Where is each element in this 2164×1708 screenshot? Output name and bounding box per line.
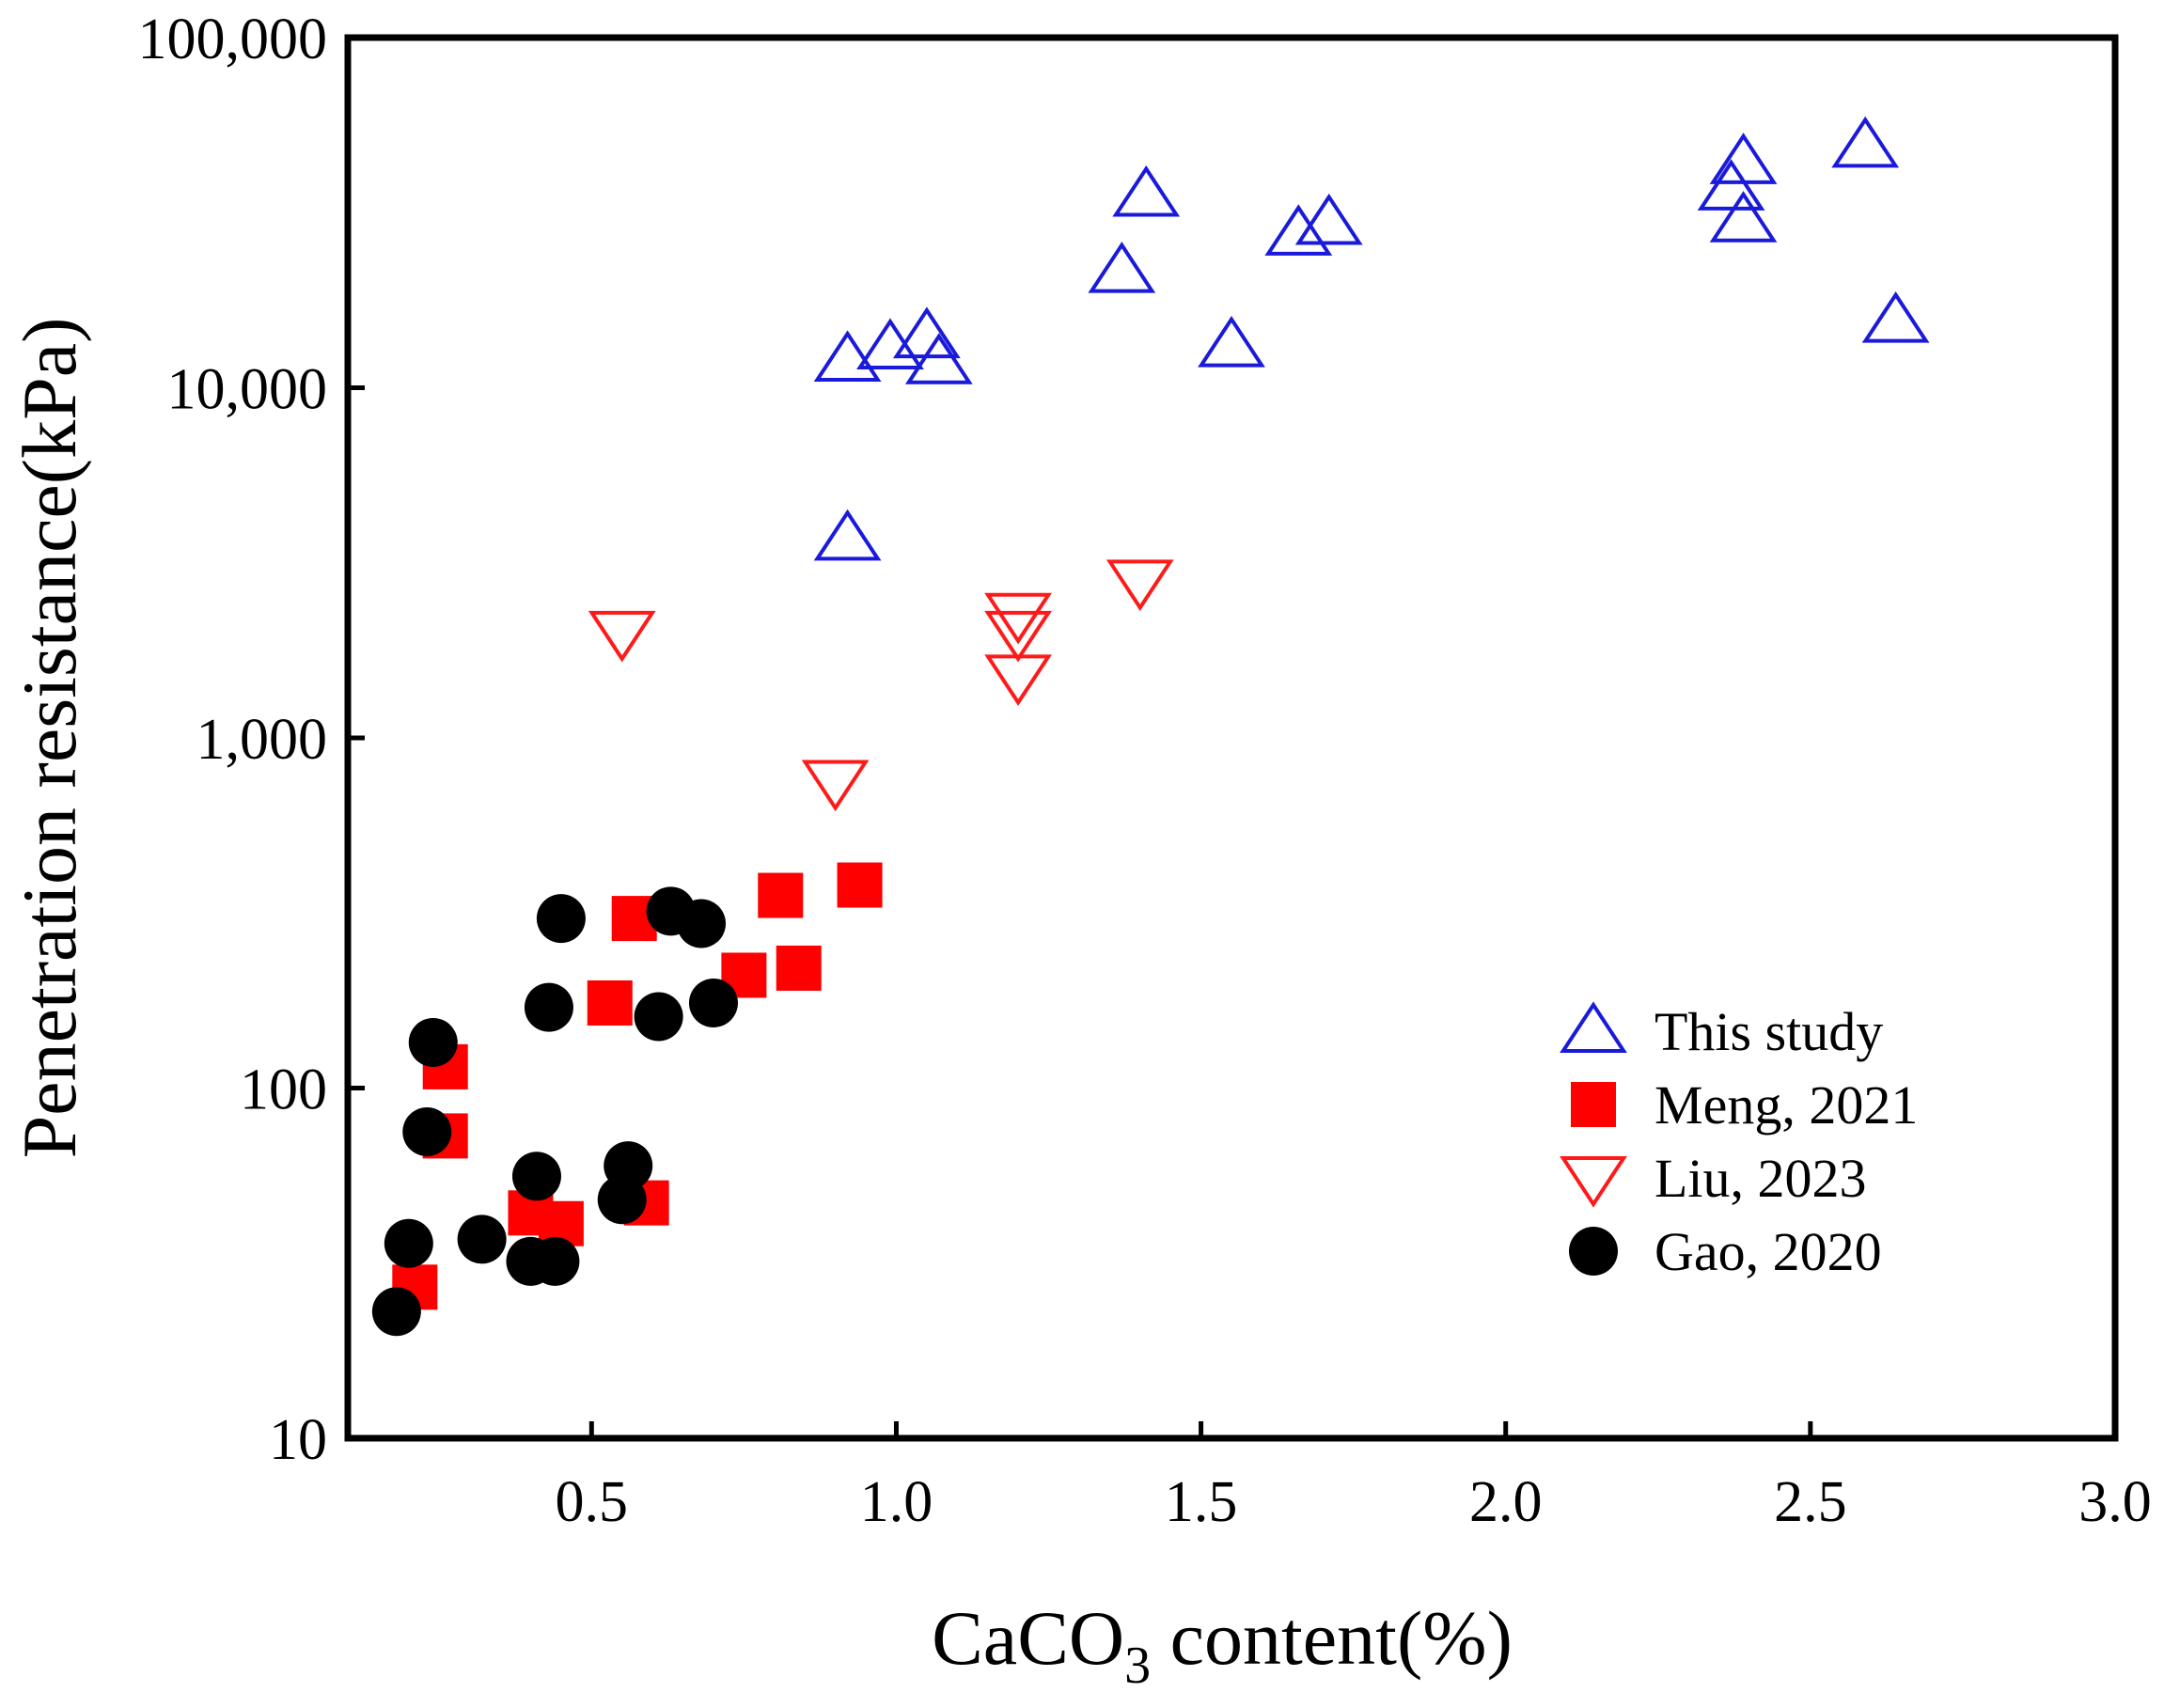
y-tick-label: 10 [269,1408,327,1472]
data-point [801,760,870,812]
data-point [776,945,822,991]
data-point [1106,559,1174,612]
data-point [384,1218,433,1268]
data-point [1112,165,1181,217]
data-point [758,872,804,918]
legend-label: Liu, 2023 [1654,1148,1867,1209]
data-point [457,1214,507,1264]
data-point [587,979,633,1026]
y-tick-label: 100,000 [138,8,328,71]
legend: This study Meng, 2021 Liu, 2023 Gao, 2020 [1560,1001,1918,1282]
legend-marker [1571,1082,1616,1127]
data-point [1088,242,1156,293]
data-point [1697,159,1765,211]
data-point [856,318,924,370]
plot-area [371,116,1930,1337]
data-point [904,333,973,384]
data-point [677,899,726,948]
axes: 0.5 1.0 1.5 2.0 2.5 3.0 10 100 1,000 10,000 100,00… [138,8,2152,1534]
series-3 [371,886,738,1337]
y-tick-label: 10,000 [167,358,328,422]
data-point [984,610,1053,663]
legend-marker [1569,1227,1618,1276]
x-tick-label: 1.0 [860,1470,933,1534]
data-point [1709,191,1778,243]
data-point [813,509,882,561]
x-tick-label: 3.0 [2078,1470,2152,1534]
data-point [597,1175,647,1225]
data-point [588,610,656,663]
data-point [688,978,738,1027]
y-tick-label: 100 [240,1058,327,1122]
data-point [536,894,586,944]
data-point [1294,193,1363,245]
data-point [524,982,573,1032]
data-point [1709,133,1778,184]
data-point [1861,290,1930,343]
x-axis-title: CaCO3 content(%) [932,1595,1513,1695]
legend-label: Meng, 2021 [1654,1074,1918,1136]
x-axis-title-prefix: CaCO [932,1595,1124,1681]
legend-label: Gao, 2020 [1654,1221,1882,1282]
data-point [1264,204,1333,256]
legend-marker [1560,1156,1627,1208]
legend-marker [1560,1001,1627,1053]
data-point [1831,116,1900,168]
data-point [371,1287,421,1337]
x-tick-label: 0.5 [556,1470,629,1534]
data-point [530,1236,580,1286]
x-tick-label: 1.5 [1165,1470,1238,1534]
y-axis-title: Penetration resistance(kPa) [7,318,92,1159]
data-point [634,992,683,1042]
data-point [984,592,1053,645]
data-point [402,1107,452,1157]
data-point [984,654,1053,707]
data-point [813,330,882,383]
y-tick-label: 1,000 [196,708,328,772]
x-axis-title-suffix: content(%) [1151,1595,1513,1681]
x-tick-label: 2.5 [1774,1470,1847,1534]
x-axis-title-subscript: 3 [1124,1637,1151,1695]
data-point [408,1017,458,1067]
data-point [511,1152,561,1201]
legend-label: This study [1654,1001,1883,1062]
data-point [1198,315,1265,368]
series-2 [588,559,1174,812]
series-0 [813,116,1930,561]
x-tick-label: 2.0 [1469,1470,1543,1534]
data-point [837,862,883,908]
